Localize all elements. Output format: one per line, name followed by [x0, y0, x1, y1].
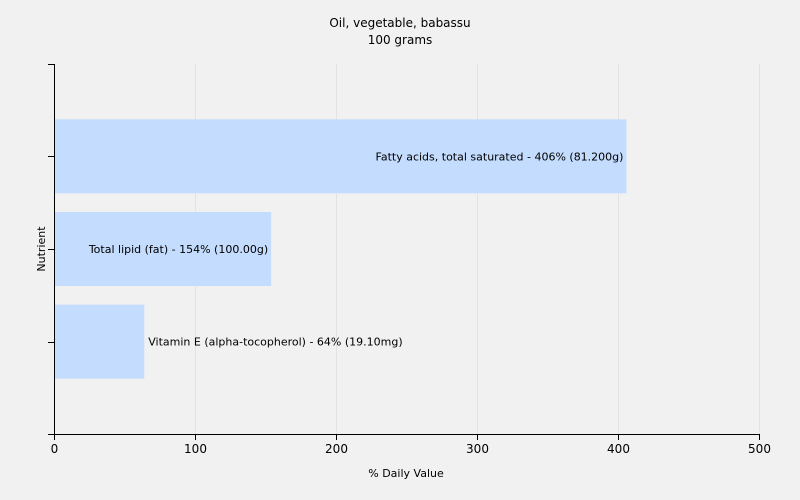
x-tick-label-0: 0: [51, 442, 59, 456]
bar-3: [54, 304, 145, 379]
y-axis-label: Nutrient: [35, 226, 48, 272]
bar-1: [54, 119, 627, 194]
bar-label-2: Total lipid (fat) - 154% (100.00g): [88, 243, 268, 256]
bar-2: [54, 212, 272, 286]
x-tick-label-300: 300: [466, 442, 489, 456]
chart-subtitle: 100 grams: [368, 33, 433, 47]
x-tick-label-500: 500: [748, 442, 771, 456]
x-tick-label-100: 100: [184, 442, 207, 456]
bar-layer: Fatty acids, total saturated - 406% (81.…: [54, 119, 627, 379]
chart-title: Oil, vegetable, babassu: [329, 16, 470, 30]
x-axis-label: % Daily Value: [368, 467, 444, 480]
x-tick-label-400: 400: [607, 442, 630, 456]
bar-label-3: Vitamin E (alpha-tocopherol) - 64% (19.1…: [148, 336, 402, 349]
axis-layer: 0 100 200 300 400 500: [48, 64, 771, 456]
x-tick-label-200: 200: [325, 442, 348, 456]
bar-label-1: Fatty acids, total saturated - 406% (81.…: [376, 150, 624, 163]
